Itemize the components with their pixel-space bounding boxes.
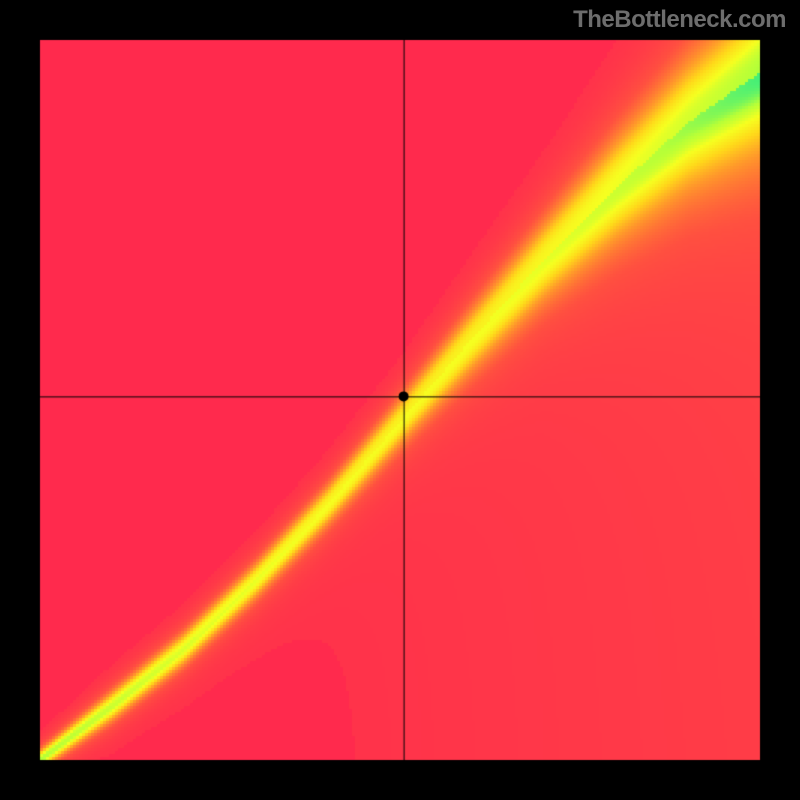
heatmap-canvas xyxy=(0,0,800,800)
figure-container: TheBottleneck.com xyxy=(0,0,800,800)
watermark-text: TheBottleneck.com xyxy=(573,6,786,34)
